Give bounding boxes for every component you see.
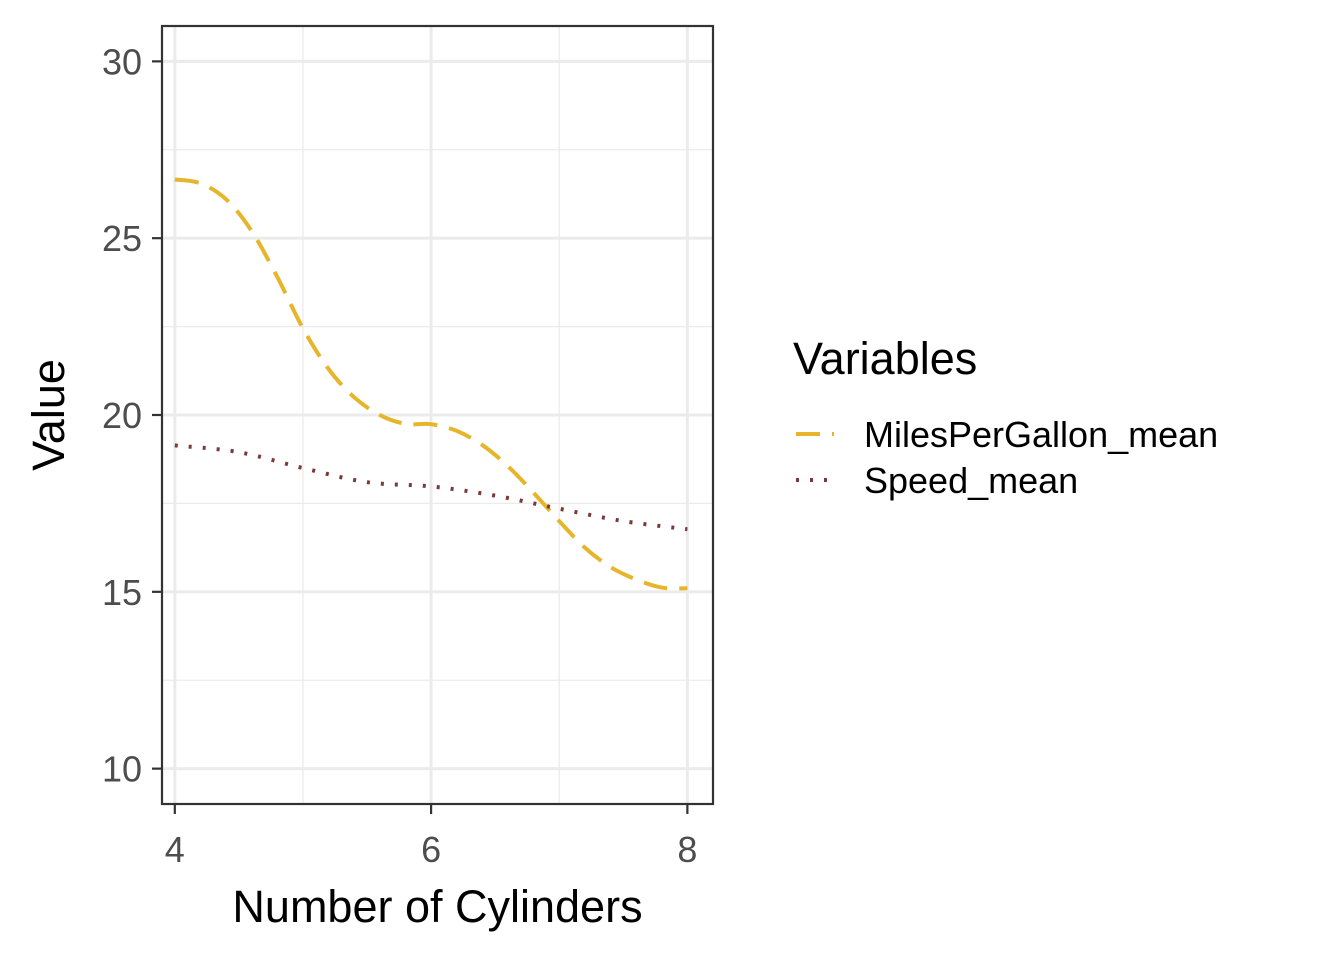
x-axis-title: Number of Cylinders — [232, 881, 642, 932]
x-tick-label: 8 — [677, 829, 697, 870]
series-line-0 — [174, 177, 688, 591]
legend-label-speed: Speed_mean — [864, 460, 1078, 501]
y-tick-label: 25 — [102, 218, 142, 259]
y-tick-label: 10 — [102, 749, 142, 790]
legend-title: Variables — [793, 333, 977, 384]
axis-layer: 4 6 8 10 15 20 25 30 — [102, 41, 697, 870]
legend-label-miles-per-gallon: MilesPerGallon_mean — [864, 414, 1218, 455]
y-tick-label: 15 — [102, 572, 142, 613]
grid-layer — [162, 26, 713, 804]
legend: Variables MilesPerGallon_mean Speed_mean — [793, 333, 1218, 501]
series-layer — [174, 177, 688, 591]
series-line-1 — [174, 443, 688, 532]
x-tick-label: 4 — [165, 829, 185, 870]
y-axis-title: Value — [23, 359, 74, 471]
y-tick-label: 20 — [102, 395, 142, 436]
y-tick-label: 30 — [102, 41, 142, 82]
x-tick-label: 6 — [421, 829, 441, 870]
